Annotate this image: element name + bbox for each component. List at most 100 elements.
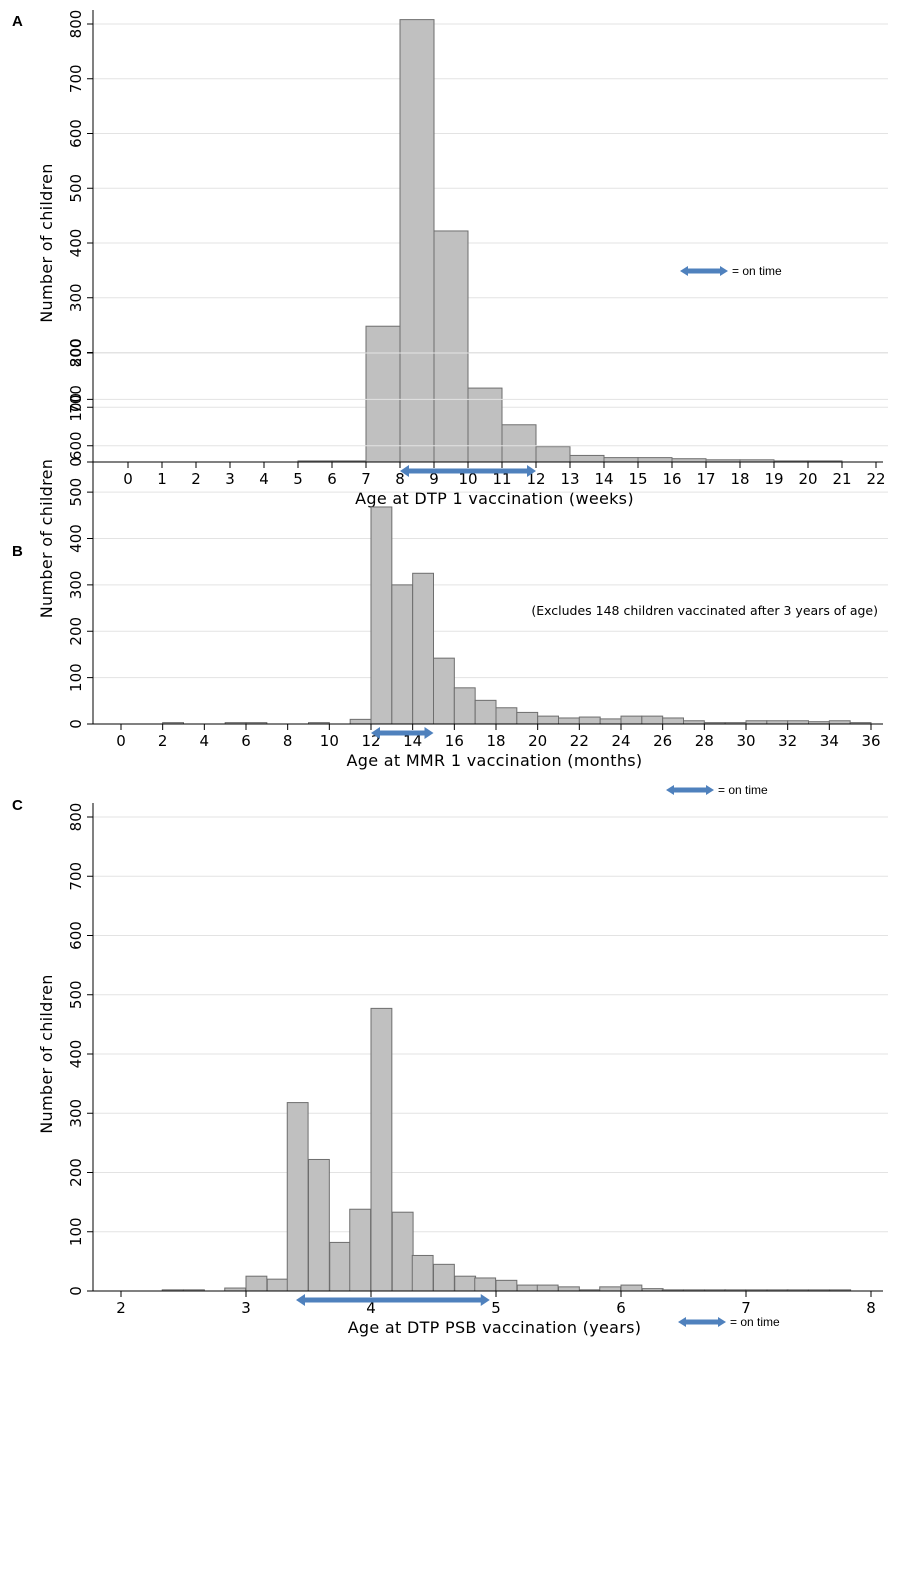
panel-letter: A	[12, 13, 23, 30]
histogram-bar	[412, 572, 434, 725]
x-axis-title: Age at MMR 1 vaccination (months)	[347, 751, 643, 770]
x-tick-label: 13	[560, 470, 579, 488]
histogram-bar	[578, 716, 601, 725]
y-tick-label: 700	[67, 64, 85, 93]
histogram-bar	[599, 1286, 622, 1292]
histogram-bar	[266, 1278, 289, 1292]
y-tick-label: 800	[67, 10, 85, 39]
histogram-bar	[308, 1158, 330, 1292]
histogram-bar	[637, 457, 673, 463]
x-tick-label: 2	[191, 470, 201, 488]
histogram-bar	[399, 19, 435, 463]
x-tick-label: 10	[458, 470, 477, 488]
x-tick-label: 4	[366, 1299, 376, 1317]
x-tick-label: 7	[741, 1299, 751, 1317]
y-tick-label: 400	[67, 524, 85, 553]
x-tick-label: 22	[866, 470, 885, 488]
histogram-bar	[516, 711, 539, 725]
histogram-bar	[495, 1279, 518, 1292]
y-axis-title: Number of children	[37, 163, 56, 322]
histogram-bar	[536, 1284, 559, 1292]
legend-label: = on time	[718, 783, 768, 797]
x-tick-label: 0	[123, 470, 133, 488]
y-tick-label: 700	[67, 385, 85, 414]
histogram-bar	[329, 1241, 352, 1292]
y-tick-label: 200	[67, 338, 85, 367]
histogram-bar	[558, 717, 580, 725]
panel-letter: C	[12, 797, 23, 814]
y-tick-label: 400	[67, 229, 85, 258]
y-tick-label: 200	[67, 1158, 85, 1187]
histogram-bar	[433, 230, 469, 463]
x-tick-label: 19	[764, 470, 783, 488]
x-tick-label: 4	[259, 470, 269, 488]
on-time-arrowhead-left	[371, 727, 380, 739]
histogram-bar	[516, 1284, 539, 1292]
histogram-bar	[411, 1254, 434, 1292]
x-tick-label: 5	[293, 470, 303, 488]
histogram-bar	[474, 699, 497, 725]
chart-panel-b: B 0 100 200 300 400 500 600 700 800 0 2 4 6 8 10 12 14 16…	[0, 339, 904, 797]
x-tick-label: 10	[320, 732, 339, 750]
on-time-arrowhead-left	[296, 1294, 305, 1306]
histogram-bar	[391, 1211, 414, 1292]
y-tick-label: 500	[67, 980, 85, 1009]
histogram-bar	[370, 506, 393, 725]
y-tick-label: 600	[67, 431, 85, 460]
x-tick-label: 24	[611, 732, 630, 750]
histogram-bar	[620, 1284, 643, 1292]
histogram-bar	[495, 707, 518, 725]
x-tick-label: 21	[832, 470, 851, 488]
histogram-bar	[467, 387, 503, 463]
x-tick-label: 5	[491, 1299, 501, 1317]
legend-label: = on time	[732, 264, 782, 278]
y-tick-label: 300	[67, 571, 85, 600]
histogram-bar	[662, 717, 685, 725]
x-tick-label: 0	[116, 732, 126, 750]
chart-panel-a: A 0 100 200 300 400 500 600 700 800 0 1 2 3 4 5 6 7 8 9 10 1…	[0, 0, 904, 528]
panel-letter: B	[12, 543, 23, 560]
histogram-bar	[603, 457, 639, 463]
histogram-bar	[537, 715, 560, 725]
y-tick-label: 100	[67, 663, 85, 692]
y-tick-label: 600	[67, 119, 85, 148]
x-tick-label: 7	[361, 470, 371, 488]
x-axis-title: Age at DTP PSB vaccination (years)	[348, 1318, 642, 1337]
histogram-bar	[245, 1275, 268, 1292]
chart-note: (Excludes 148 children vaccinated after …	[531, 603, 878, 618]
y-tick-label: 800	[67, 803, 85, 832]
x-tick-label: 26	[653, 732, 672, 750]
y-axis-title: Number of children	[37, 974, 56, 1133]
y-tick-label: 200	[67, 617, 85, 646]
histogram-bar	[501, 424, 537, 463]
x-tick-label: 14	[403, 732, 422, 750]
x-tick-label: 20	[528, 732, 547, 750]
x-tick-label: 11	[492, 470, 511, 488]
x-tick-label: 3	[225, 470, 235, 488]
histogram-bar	[370, 1007, 393, 1292]
x-tick-label: 8	[283, 732, 293, 750]
histogram-bar	[454, 1275, 477, 1292]
y-tick-label: 100	[67, 393, 85, 422]
y-tick-label: 800	[67, 339, 85, 368]
x-tick-label: 8	[395, 470, 405, 488]
y-tick-label: 600	[67, 921, 85, 950]
histogram-bar	[349, 718, 372, 725]
histogram-bar	[365, 325, 401, 463]
chart-panel-c: C 0 100 200 300 400 500 600 700 800 2 3 4 5 6 7 8 Age at…	[0, 790, 904, 1595]
x-tick-label: 28	[695, 732, 714, 750]
histogram-bar	[349, 1208, 372, 1292]
legend-arrowhead-left	[666, 785, 674, 795]
histogram-bar	[569, 454, 605, 463]
histogram-bar	[433, 657, 455, 725]
x-tick-label: 12	[361, 732, 380, 750]
legend-arrowhead-right	[718, 1317, 726, 1327]
histogram-bar	[620, 715, 643, 725]
x-tick-label: 14	[594, 470, 613, 488]
histogram-bar	[453, 687, 476, 725]
histogram-bar	[558, 1286, 580, 1292]
y-tick-label: 0	[67, 457, 85, 467]
legend-arrowhead-left	[680, 266, 688, 276]
